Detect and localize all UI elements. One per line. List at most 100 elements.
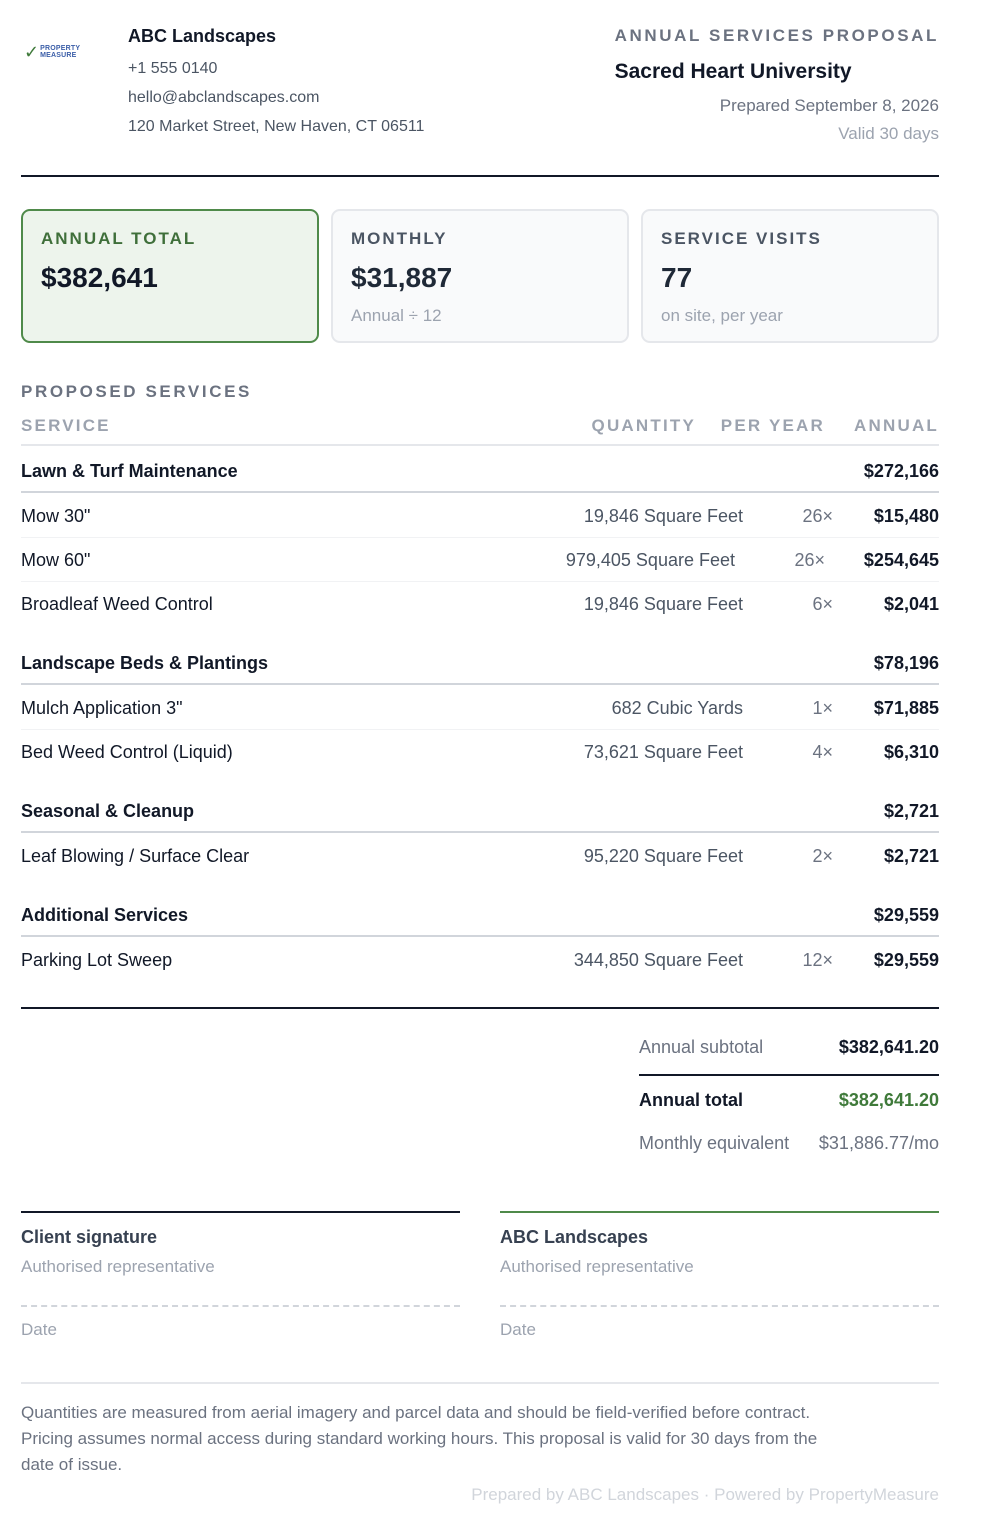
table-row: Mulch Application 3" 682 Cubic Yards 1× …	[21, 686, 939, 730]
footer-credit: Prepared by ABC Landscapes · Powered by …	[471, 1485, 939, 1504]
valid-period: Valid 30 days	[838, 124, 939, 143]
company-address: 120 Market Street, New Haven, CT 06511	[128, 118, 425, 135]
table-row: Broadleaf Weed Control 19,846 Square Fee…	[21, 582, 939, 626]
monthly-label: Monthly equivalent	[639, 1133, 790, 1153]
company-name: ABC Landscapes	[128, 26, 277, 46]
header-divider	[21, 175, 939, 177]
card-sub: on site, per year	[661, 306, 783, 325]
annual-total-card: ANNUAL TOTAL $382,641	[21, 209, 319, 343]
service-frequency: 26×	[802, 506, 833, 526]
summary-cards: ANNUAL TOTAL $382,641 MONTHLY $31,887 An…	[21, 209, 939, 343]
company-phone: +1 555 0140	[128, 60, 218, 77]
column-quantity: QUANTITY	[591, 416, 696, 435]
signature-title: Client signature	[21, 1227, 158, 1247]
service-name: Bed Weed Control (Liquid)	[21, 742, 233, 762]
monthly-row: Monthly equivalent $31,886.77/mo	[639, 1133, 939, 1159]
service-name: Leaf Blowing / Surface Clear	[21, 846, 250, 866]
service-frequency: 6×	[812, 594, 833, 614]
group-total: $29,559	[873, 905, 939, 925]
column-per-year: PER YEAR	[720, 416, 825, 435]
card-label: SERVICE VISITS	[661, 229, 822, 248]
service-frequency: 2×	[812, 846, 833, 866]
group-total: $272,166	[863, 461, 939, 481]
card-sub: Annual ÷ 12	[351, 306, 442, 325]
service-annual: $2,041	[883, 594, 939, 614]
column-annual: ANNUAL	[854, 416, 939, 435]
service-frequency: 1×	[812, 698, 833, 718]
service-frequency: 26×	[794, 550, 825, 570]
service-annual: $71,885	[873, 698, 939, 718]
services-title: PROPOSED SERVICES	[21, 382, 252, 401]
service-quantity: 95,220 Square Feet	[583, 846, 743, 866]
company-email: hello@abclandscapes.com	[128, 89, 320, 106]
service-frequency: 12×	[802, 950, 833, 970]
service-quantity: 979,405 Square Feet	[565, 550, 735, 570]
total-value: $382,641.20	[838, 1090, 939, 1110]
company-logo: ✓ PROPERTY MEASURE	[24, 40, 108, 64]
service-annual: $15,480	[873, 506, 939, 526]
monthly-card: MONTHLY $31,887 Annual ÷ 12	[331, 209, 629, 343]
card-value: 77	[661, 262, 693, 293]
provider-signature-block: ABC Landscapes Authorised representative…	[500, 1211, 939, 1340]
group-row: Lawn & Turf Maintenance $272,166	[21, 449, 939, 493]
service-name: Mow 60"	[21, 550, 91, 570]
table-row: Mow 60" 979,405 Square Feet 26× $254,645	[21, 538, 939, 582]
service-quantity: 19,846 Square Feet	[583, 506, 743, 526]
group-row: Landscape Beds & Plantings $78,196	[21, 641, 939, 685]
subtotal-label: Annual subtotal	[639, 1037, 764, 1057]
client-name: Sacred Heart University	[614, 60, 852, 83]
monthly-value: $31,886.77/mo	[818, 1133, 939, 1153]
service-annual: $2,721	[883, 846, 939, 866]
service-annual: $6,310	[883, 742, 939, 762]
card-label: MONTHLY	[351, 229, 448, 248]
service-name: Parking Lot Sweep	[21, 950, 173, 970]
card-label: ANNUAL TOTAL	[41, 229, 197, 248]
service-annual: $29,559	[873, 950, 939, 970]
signature-role: Authorised representative	[21, 1257, 215, 1276]
service-visits-card: SERVICE VISITS 77 on site, per year	[641, 209, 939, 343]
date-label: Date	[500, 1320, 536, 1339]
signature-line	[21, 1211, 460, 1213]
subtotal-row: Annual subtotal $382,641.20	[639, 1037, 939, 1063]
proposal-kicker: ANNUAL SERVICES PROPOSAL	[614, 26, 939, 45]
date-line	[500, 1305, 939, 1307]
service-quantity: 19,846 Square Feet	[583, 594, 743, 614]
proposal-info: ANNUAL SERVICES PROPOSAL Sacred Heart Un…	[615, 26, 939, 146]
service-quantity: 344,850 Square Feet	[573, 950, 743, 970]
company-info: ABC Landscapes +1 555 0140 hello@abcland…	[128, 26, 424, 140]
card-value: $382,641	[41, 262, 158, 293]
client-signature-block: Client signature Authorised representati…	[21, 1211, 460, 1340]
column-service: SERVICE	[21, 416, 111, 435]
table-header: SERVICE QUANTITY PER YEAR ANNUAL	[21, 416, 939, 446]
total-label: Annual total	[639, 1090, 743, 1110]
disclaimer-text: Quantities are measured from aerial imag…	[21, 1403, 818, 1474]
group-name: Seasonal & Cleanup	[21, 801, 195, 821]
group-name: Lawn & Turf Maintenance	[21, 461, 238, 481]
totals-divider	[639, 1074, 939, 1076]
service-frequency: 4×	[812, 742, 833, 762]
total-row: Annual total $382,641.20	[639, 1090, 939, 1116]
group-total: $2,721	[883, 801, 939, 821]
date-label: Date	[21, 1320, 57, 1339]
table-row: Leaf Blowing / Surface Clear 95,220 Squa…	[21, 834, 939, 878]
signature-title: ABC Landscapes	[500, 1227, 649, 1247]
group-row: Seasonal & Cleanup $2,721	[21, 789, 939, 833]
card-value: $31,887	[351, 262, 453, 293]
signature-line	[500, 1211, 939, 1213]
table-row: Mow 30" 19,846 Square Feet 26× $15,480	[21, 494, 939, 538]
check-icon: ✓	[24, 42, 40, 62]
group-total: $78,196	[873, 653, 939, 673]
table-row: Parking Lot Sweep 344,850 Square Feet 12…	[21, 938, 939, 982]
service-quantity: 73,621 Square Feet	[583, 742, 743, 762]
signature-role: Authorised representative	[500, 1257, 694, 1276]
subtotal-value: $382,641.20	[838, 1037, 939, 1057]
table-divider	[21, 1007, 939, 1009]
table-row: Bed Weed Control (Liquid) 73,621 Square …	[21, 730, 939, 774]
service-annual: $254,645	[863, 550, 939, 570]
date-line	[21, 1305, 460, 1307]
service-name: Mow 30"	[21, 506, 91, 526]
group-row: Additional Services $29,559	[21, 893, 939, 937]
totals-block: Annual subtotal $382,641.20 Annual total…	[639, 1037, 939, 1159]
logo-text: PROPERTY MEASURE	[40, 45, 81, 59]
prepared-date: Prepared September 8, 2026	[719, 96, 939, 115]
